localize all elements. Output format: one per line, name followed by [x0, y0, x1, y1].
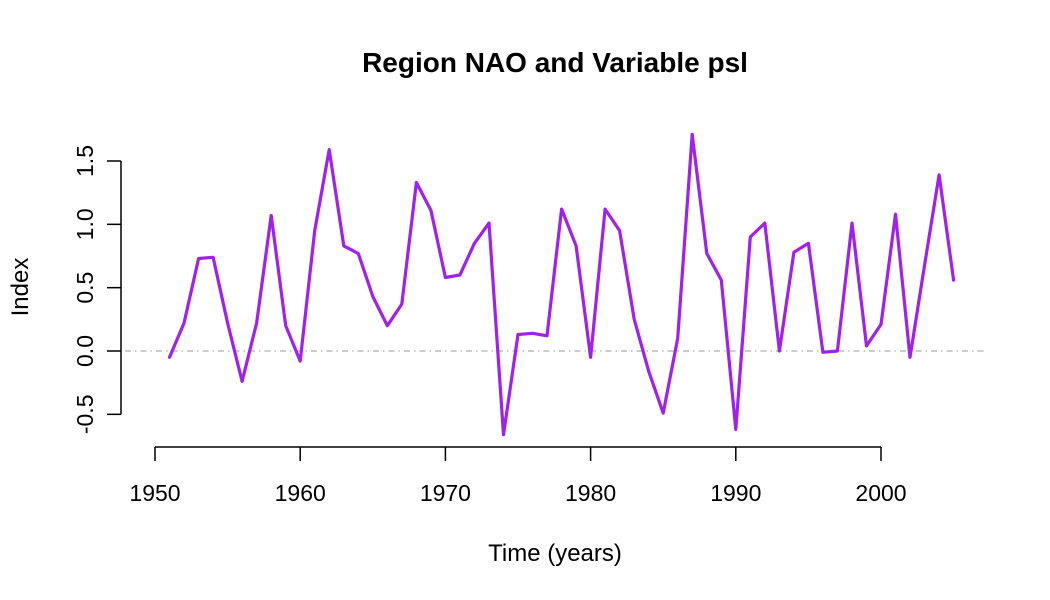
y-axis-title: Index: [7, 258, 34, 317]
y-tick-label: 1.5: [72, 145, 98, 177]
x-axis-title: Time (years): [488, 540, 622, 567]
chart-title: Region NAO and Variable psl: [362, 47, 748, 78]
x-tick-label: 1970: [420, 480, 471, 506]
x-tick-label: 2000: [855, 480, 906, 506]
y-tick-label: -0.5: [72, 395, 98, 435]
y-tick-label: 0.0: [72, 335, 98, 367]
x-tick-label: 1980: [565, 480, 616, 506]
y-tick-label: 0.5: [72, 272, 98, 304]
plot-area: [125, 132, 985, 437]
x-tick-label: 1960: [275, 480, 326, 506]
series-line-0: [167, 132, 956, 437]
x-tick-label: 1950: [129, 480, 180, 506]
y-tick-label: 1.0: [72, 208, 98, 240]
y-axis: -0.5 0.0 0.5 1.0 1.5: [72, 145, 122, 435]
x-axis: 1950 1960 1970 1980 1990 2000: [129, 446, 907, 506]
x-tick-label: 1990: [710, 480, 761, 506]
